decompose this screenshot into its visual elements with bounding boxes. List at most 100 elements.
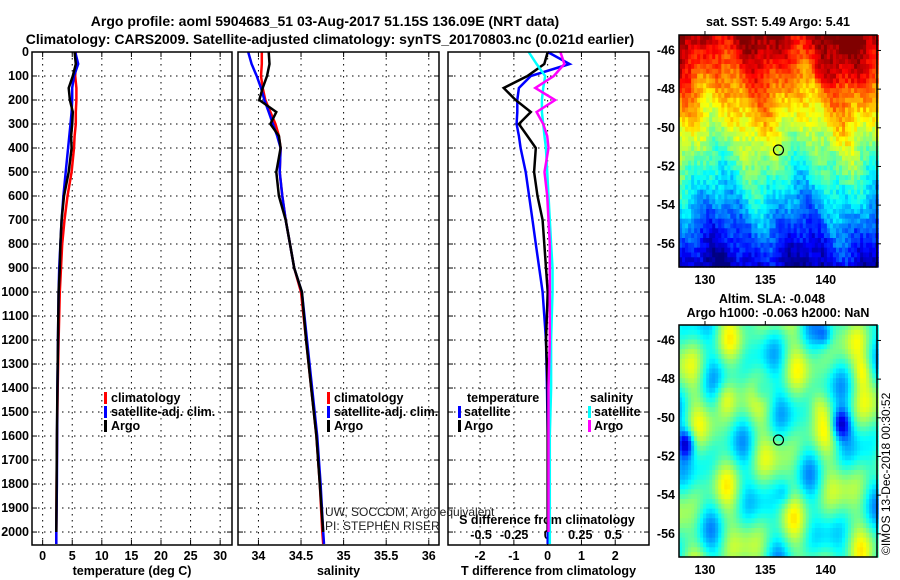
map-cell bbox=[742, 247, 746, 254]
map-cell bbox=[718, 349, 722, 355]
map-cell bbox=[808, 155, 813, 162]
map-cell bbox=[733, 228, 737, 234]
map-cell bbox=[763, 407, 768, 413]
map-cell bbox=[817, 349, 822, 355]
map-cell bbox=[820, 228, 825, 234]
map-cell bbox=[739, 68, 743, 75]
map-cell bbox=[802, 83, 807, 89]
map-cell bbox=[718, 392, 722, 399]
map-cell bbox=[823, 421, 828, 428]
map-cell bbox=[802, 213, 807, 220]
map-cell bbox=[757, 54, 762, 60]
map-cell bbox=[866, 383, 870, 389]
map-cell bbox=[724, 378, 728, 384]
map-cell bbox=[742, 199, 746, 205]
map-cell bbox=[814, 363, 819, 370]
map-cell bbox=[706, 170, 710, 176]
map-cell bbox=[863, 213, 867, 220]
map-cell bbox=[715, 88, 719, 94]
map-cell bbox=[715, 180, 719, 186]
map-cell bbox=[739, 213, 743, 220]
map-cell bbox=[739, 44, 743, 51]
map-cell bbox=[691, 141, 695, 147]
map-cell bbox=[706, 199, 710, 205]
map-cell bbox=[808, 88, 813, 94]
map-cell bbox=[863, 35, 867, 41]
map-cell bbox=[817, 412, 822, 418]
map-cell bbox=[775, 180, 780, 186]
map-cell bbox=[700, 160, 704, 167]
map-cell bbox=[811, 392, 816, 399]
map-cell bbox=[854, 189, 858, 196]
map-cell bbox=[703, 136, 707, 142]
map-cell bbox=[845, 252, 849, 258]
map-cell bbox=[712, 146, 716, 152]
map-cell bbox=[772, 223, 777, 229]
map-cell bbox=[817, 213, 822, 220]
map-cell bbox=[769, 383, 774, 389]
map-cell bbox=[679, 78, 683, 84]
map-cell bbox=[685, 194, 689, 200]
map-cell bbox=[742, 88, 746, 94]
map-cell bbox=[742, 175, 746, 181]
map-cell bbox=[784, 416, 789, 423]
map-cell bbox=[769, 339, 774, 345]
map-cell bbox=[700, 102, 704, 109]
map-cell bbox=[826, 368, 831, 374]
map-cell bbox=[751, 213, 755, 220]
map-cell bbox=[799, 387, 804, 394]
map-cell bbox=[799, 247, 804, 254]
map-cell bbox=[832, 97, 837, 104]
map-cell bbox=[748, 392, 752, 399]
map-cell bbox=[733, 49, 737, 55]
map-cell bbox=[842, 170, 846, 176]
map-cell bbox=[848, 93, 852, 99]
map-cell bbox=[724, 392, 728, 399]
map-cell bbox=[769, 141, 774, 147]
map-cell bbox=[694, 349, 698, 355]
map-cell bbox=[839, 421, 843, 428]
map-cell bbox=[775, 325, 780, 331]
map-cell bbox=[727, 213, 731, 220]
map-cell bbox=[811, 349, 816, 355]
map-cell bbox=[730, 368, 734, 374]
map-cell bbox=[703, 35, 707, 41]
map-cell bbox=[688, 78, 692, 84]
map-cell bbox=[778, 136, 783, 142]
map-cell bbox=[760, 358, 765, 365]
map-cell bbox=[715, 257, 719, 263]
map-cell bbox=[703, 368, 707, 374]
map-cell bbox=[727, 59, 731, 65]
map-cell bbox=[703, 126, 707, 133]
map-cell bbox=[757, 257, 762, 263]
map-cell bbox=[863, 223, 867, 229]
map-cell bbox=[721, 165, 725, 171]
map-cell bbox=[688, 392, 692, 399]
map-cell bbox=[754, 242, 759, 249]
map-cell bbox=[712, 155, 716, 162]
map-cell bbox=[805, 344, 810, 350]
map-cell bbox=[805, 122, 810, 128]
map-cell bbox=[742, 426, 746, 432]
map-cell bbox=[751, 136, 755, 142]
map-cell bbox=[739, 252, 743, 258]
map-cell bbox=[745, 402, 749, 408]
map-cell bbox=[730, 122, 734, 128]
map-cell bbox=[679, 373, 683, 379]
map-cell bbox=[694, 141, 698, 147]
map-cell bbox=[769, 238, 774, 244]
map-cell bbox=[718, 199, 722, 205]
map-cell bbox=[829, 228, 834, 234]
map-cell bbox=[748, 252, 752, 258]
map-cell bbox=[721, 397, 725, 403]
map-cell bbox=[799, 397, 804, 403]
map-cell bbox=[682, 54, 686, 60]
map-cell bbox=[748, 155, 752, 162]
map-cell bbox=[748, 175, 752, 181]
map-cell bbox=[860, 363, 864, 370]
map-cell bbox=[697, 180, 701, 186]
map-cell bbox=[863, 180, 867, 186]
map-cell bbox=[766, 78, 771, 84]
map-cells bbox=[679, 35, 879, 268]
map-cell bbox=[715, 189, 719, 196]
